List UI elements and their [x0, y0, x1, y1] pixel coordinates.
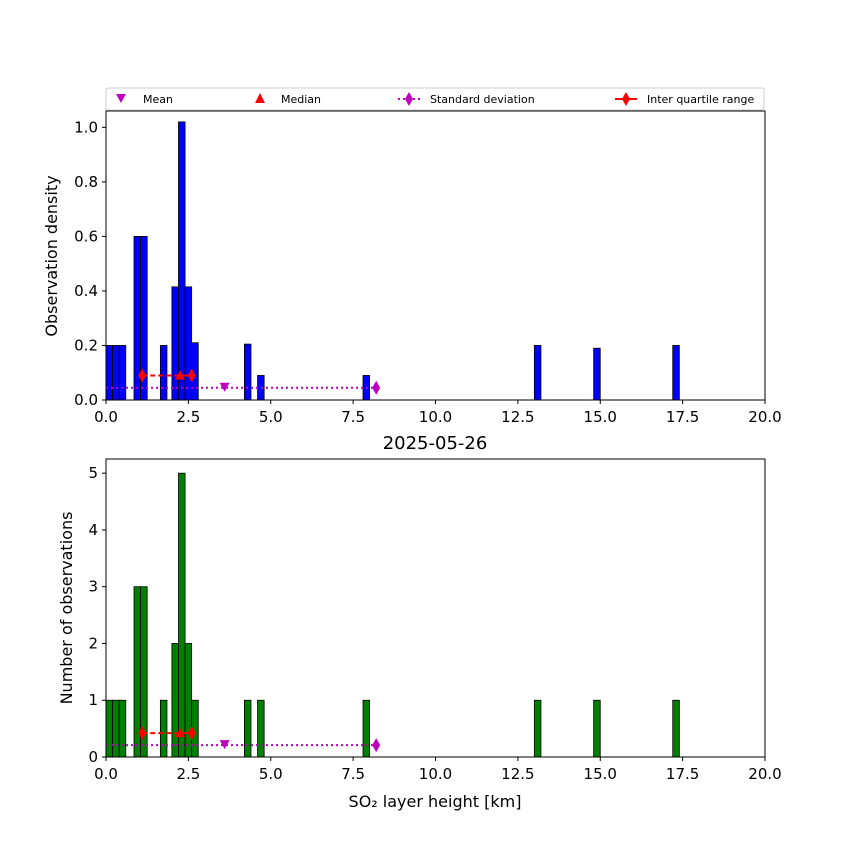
count-std-marker	[372, 738, 381, 753]
count-bar	[243, 699, 252, 758]
legend-mean: Mean	[116, 93, 173, 106]
density-x-tick-label: 10.0	[419, 408, 452, 426]
count-chart-xlabel: SO₂ layer height [km]	[349, 792, 522, 811]
std-marker-icon	[405, 92, 413, 106]
density-bar	[105, 345, 113, 401]
count-bar	[593, 699, 601, 758]
count-x-tick-label: 17.5	[666, 765, 699, 783]
density-median-marker	[175, 370, 186, 380]
legend: Mean Median Standard deviation Inter qua…	[105, 87, 765, 111]
legend-median: Median	[255, 93, 321, 106]
count-x-tick-label: 10.0	[419, 765, 452, 783]
count-median-marker	[175, 728, 186, 738]
count-bar	[184, 643, 193, 758]
density-y-tick-label: 0.8	[74, 173, 98, 191]
count-x-tick-label: 2.5	[176, 765, 200, 783]
count-bar	[533, 699, 542, 758]
density-iqr-marker	[187, 368, 196, 383]
count-bar	[178, 472, 186, 758]
legend-std-label: Standard deviation	[430, 93, 535, 106]
count-y-tick-label: 1	[88, 691, 98, 709]
median-marker-icon	[255, 93, 265, 103]
count-y-tick-label: 2	[88, 634, 98, 652]
count-iqr-marker	[187, 726, 196, 741]
count-bar	[672, 699, 680, 758]
legend-std: Standard deviation	[398, 92, 535, 106]
density-chart: Observation density 0.0 2.5 5.0 7.5 10.0 12.5…	[42, 110, 782, 426]
density-bar	[243, 343, 252, 401]
count-x-tick-label: 5.0	[259, 765, 283, 783]
density-x-tick-label: 12.5	[501, 408, 534, 426]
count-bars	[105, 472, 680, 758]
count-chart: 2025-05-26 Number of observations SO₂ la…	[57, 433, 782, 811]
count-bar	[112, 699, 120, 758]
density-bar	[184, 286, 193, 401]
density-y-tick-label: 1.0	[74, 118, 98, 136]
count-y-tick-label: 4	[88, 521, 98, 539]
count-x-tick-label: 12.5	[501, 765, 534, 783]
density-x-tick-label: 2.5	[176, 408, 200, 426]
density-x-tick-label: 5.0	[259, 408, 283, 426]
count-bar	[362, 699, 371, 758]
density-bar	[593, 347, 601, 401]
count-x-tick-label: 7.5	[341, 765, 365, 783]
iqr-marker-icon	[622, 92, 630, 106]
density-bar	[672, 345, 680, 401]
density-x-tick-label: 20.0	[748, 408, 781, 426]
legend-iqr-label: Inter quartile range	[647, 93, 754, 106]
count-chart-ylabel: Number of observations	[57, 512, 76, 705]
count-bar	[257, 699, 265, 758]
density-y-ticks: 0.0 0.2 0.4 0.6 0.8 1.0	[74, 118, 106, 409]
density-y-tick-label: 0.4	[74, 282, 98, 300]
density-stats	[106, 368, 381, 395]
legend-mean-label: Mean	[143, 93, 173, 106]
density-iqr-marker	[138, 368, 147, 383]
density-y-tick-label: 0.0	[74, 391, 98, 409]
count-y-tick-label: 0	[88, 748, 98, 766]
count-bar	[171, 643, 179, 758]
density-bar	[533, 345, 542, 401]
density-bar	[178, 121, 186, 401]
count-plot-frame	[105, 458, 766, 758]
mean-marker-icon	[116, 94, 126, 103]
density-x-ticks: 0.0 2.5 5.0 7.5 10.0 12.5 15.0 17.5 20.0	[94, 400, 782, 426]
density-x-tick-label: 17.5	[666, 408, 699, 426]
count-y-tick-label: 3	[88, 578, 98, 596]
count-y-tick-label: 5	[88, 464, 98, 482]
legend-median-label: Median	[281, 93, 321, 106]
density-chart-ylabel: Observation density	[42, 175, 61, 336]
density-bar	[257, 375, 265, 401]
count-mean-marker	[219, 740, 230, 750]
legend-iqr: Inter quartile range	[615, 92, 754, 106]
density-mean-marker	[219, 382, 230, 392]
count-y-ticks: 0 1 2 3 4 5	[88, 464, 106, 766]
density-y-tick-label: 0.2	[74, 336, 98, 354]
density-x-tick-label: 7.5	[341, 408, 365, 426]
density-bar	[171, 286, 179, 401]
count-bar	[159, 699, 168, 758]
density-bar	[159, 345, 168, 401]
count-iqr-marker	[138, 726, 147, 741]
density-plot-frame	[105, 110, 766, 401]
count-x-tick-label: 0.0	[94, 765, 118, 783]
density-bar	[118, 345, 127, 401]
count-stats	[106, 726, 381, 753]
density-x-tick-label: 15.0	[584, 408, 617, 426]
density-x-tick-label: 0.0	[94, 408, 118, 426]
count-chart-title: 2025-05-26	[383, 433, 488, 454]
count-x-tick-label: 15.0	[584, 765, 617, 783]
count-bar	[118, 699, 127, 758]
density-y-tick-label: 0.6	[74, 227, 98, 245]
density-bar	[112, 345, 120, 401]
density-std-marker	[372, 380, 381, 395]
density-bars	[105, 121, 680, 401]
count-x-ticks: 0.0 2.5 5.0 7.5 10.0 12.5 15.0 17.5 20.0	[94, 757, 782, 783]
count-bar	[105, 699, 113, 758]
count-x-tick-label: 20.0	[748, 765, 781, 783]
